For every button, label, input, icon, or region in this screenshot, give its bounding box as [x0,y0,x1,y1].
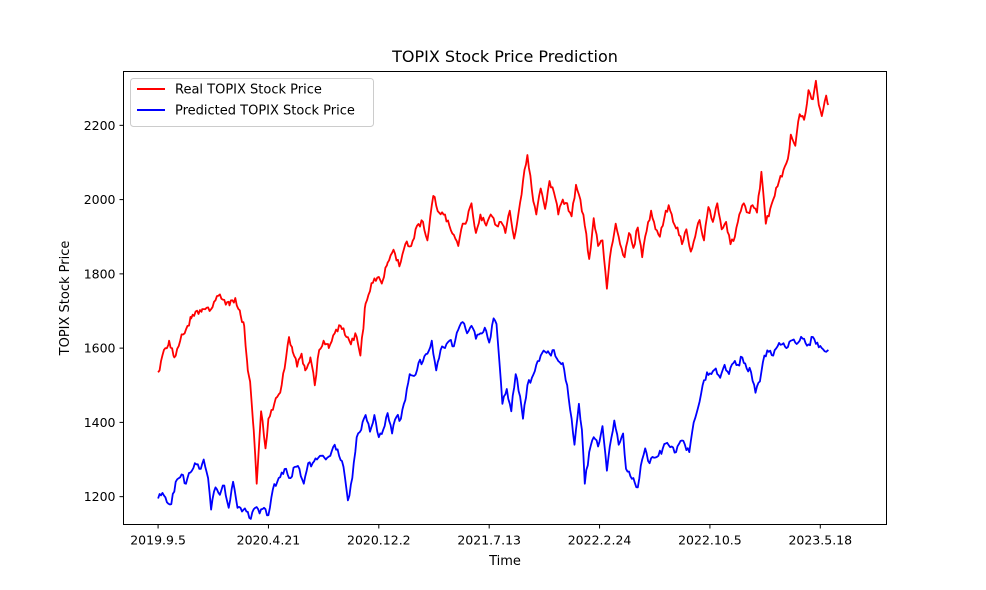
x-tick-label: 2019.9.5 [130,533,186,548]
y-tick-label: 1600 [84,341,116,356]
x-axis-label: Time [488,554,521,569]
y-axis-ticks: 1200 1400 1600 1800 2000 2200 [84,118,124,504]
series-lines [157,79,830,520]
y-tick-label: 1200 [84,489,116,504]
x-axis-ticks: 2019.9.5 2020.4.21 2020.12.2 2021.7.13 2022.… [130,524,852,548]
y-tick-label: 1800 [84,266,116,281]
legend-box [130,78,374,127]
x-tick-label: 2021.7.13 [457,533,521,548]
x-tick-label: 2022.10.5 [678,533,742,548]
legend-label-predicted: Predicted TOPIX Stock Price [175,104,355,119]
legend-label-real: Real TOPIX Stock Price [175,83,322,98]
x-tick-label: 2023.5.18 [788,533,852,548]
legend: Real TOPIX Stock Price Predicted TOPIX S… [130,78,374,127]
chart-title: TOPIX Stock Price Prediction [391,47,618,66]
x-tick-label: 2020.12.2 [347,533,411,548]
y-tick-label: 2200 [84,118,116,133]
y-axis-label: TOPIX Stock Price [58,241,73,357]
y-tick-label: 1400 [84,415,116,430]
series-line-predicted [157,317,829,520]
plot-area [123,71,887,525]
y-tick-label: 2000 [84,192,116,207]
x-tick-label: 2022.2.24 [568,533,632,548]
series-line-real [157,79,830,485]
x-tick-label: 2020.4.21 [237,533,301,548]
